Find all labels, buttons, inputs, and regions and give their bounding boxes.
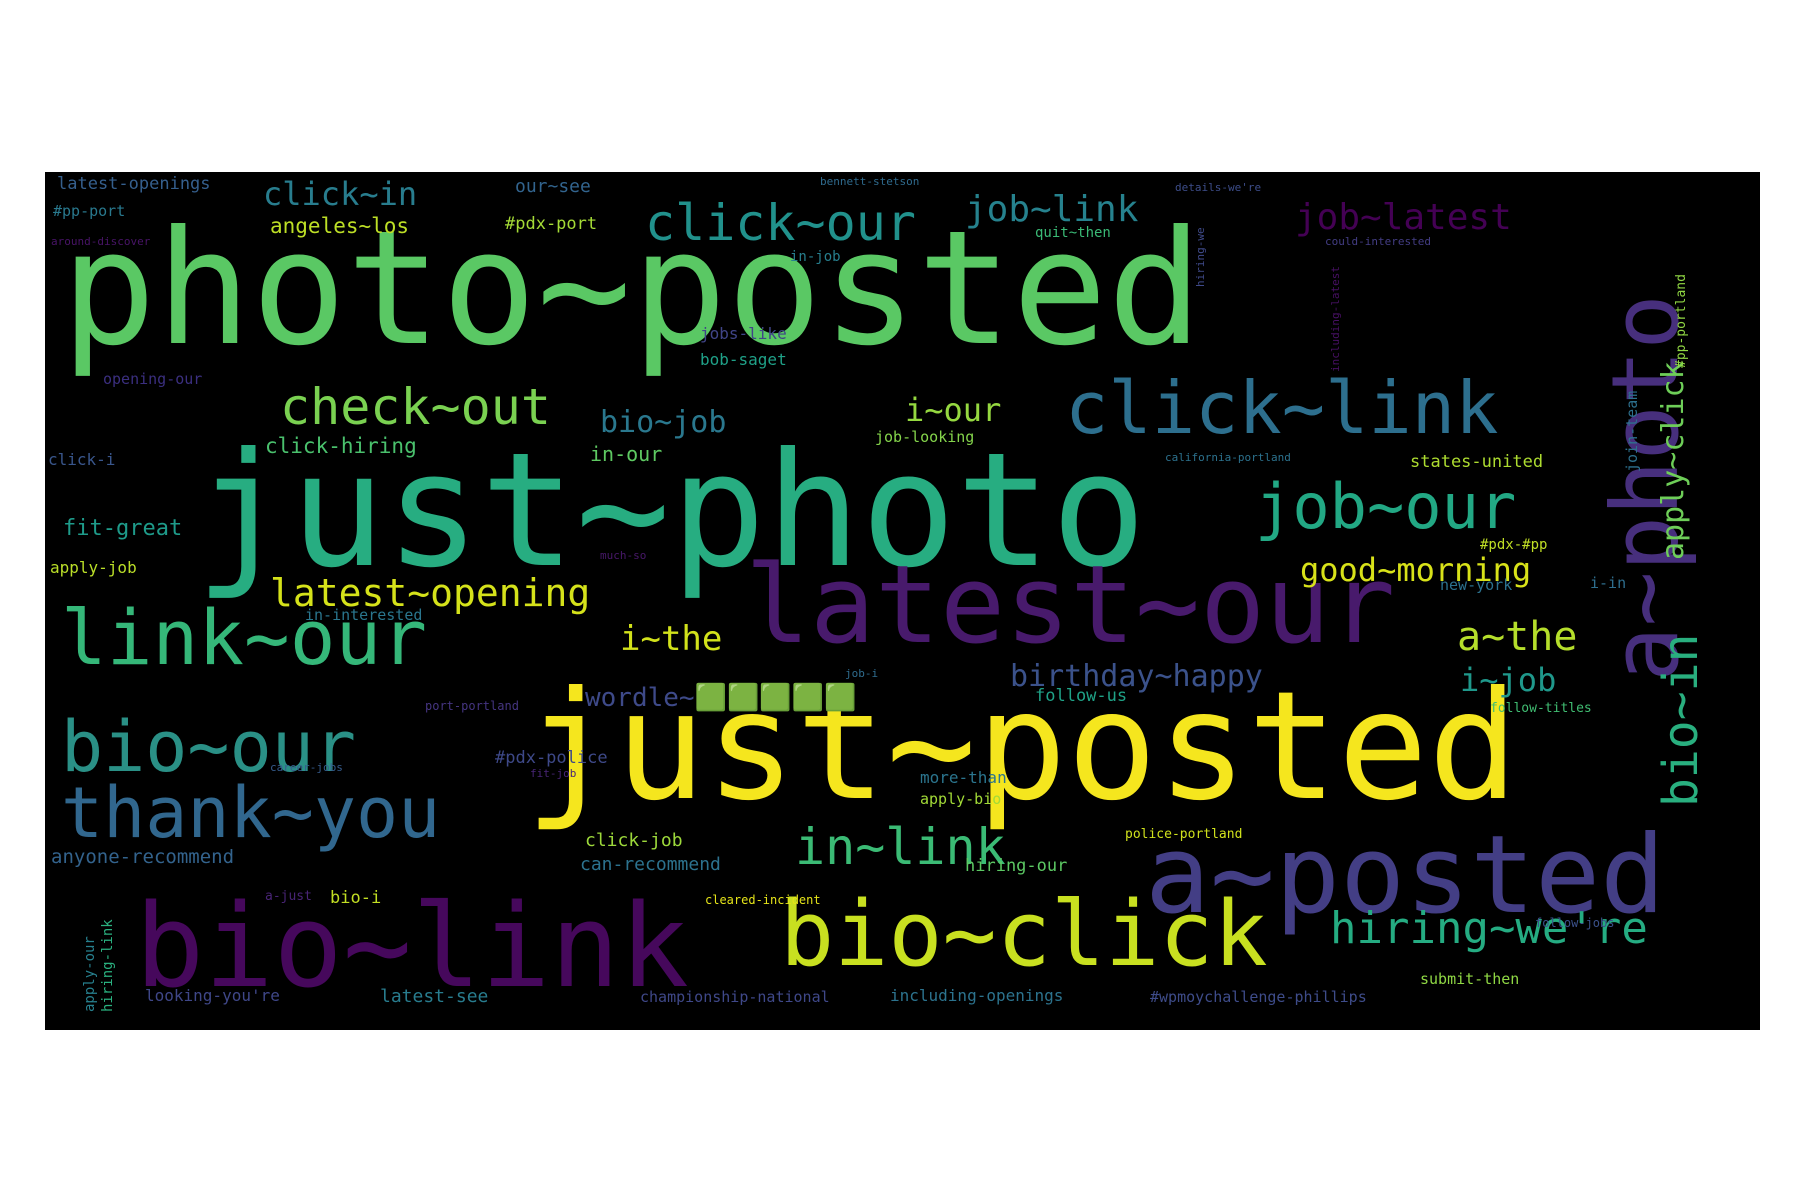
word: latest~opening: [270, 571, 591, 615]
word: job-looking: [875, 428, 975, 446]
word: #wpmoychallenge-phillips: [1150, 988, 1367, 1006]
word: jobs-like: [700, 324, 787, 343]
word: cleared-incident: [705, 893, 821, 907]
word: follow-titles: [1490, 701, 1592, 716]
word: hiring~we're: [1330, 903, 1648, 954]
word: follow-jobs: [1535, 916, 1615, 930]
word: in-our: [590, 442, 663, 466]
word: looking-you're: [145, 986, 280, 1005]
word: follow-us: [1035, 686, 1128, 706]
word: latest-see: [380, 986, 489, 1007]
word: hiring-our: [965, 856, 1068, 876]
word: career-jobs: [270, 761, 343, 774]
word: i~our: [905, 391, 1002, 429]
word: police-portland: [1125, 827, 1243, 842]
word: a~posted: [1145, 813, 1666, 938]
word: apply-job: [50, 558, 137, 577]
word: click-job: [585, 830, 683, 851]
word: #pp-port: [53, 202, 126, 220]
word: i-in: [1590, 574, 1627, 592]
word: job~latest: [1295, 197, 1512, 238]
word: bio~click: [780, 882, 1268, 987]
word: states-united: [1410, 452, 1544, 472]
word: in-job: [790, 249, 841, 265]
word: just~posted: [525, 660, 1519, 834]
word: job~link: [965, 189, 1139, 230]
word: including-openings: [890, 986, 1064, 1005]
word: fit-great: [63, 516, 183, 541]
word: bio~link: [135, 880, 689, 1014]
word: click~in: [263, 175, 418, 213]
word: opening-our: [103, 370, 203, 388]
word: fit-job: [530, 767, 577, 780]
word: california-portland: [1165, 451, 1291, 464]
word: port-portland: [425, 699, 519, 713]
word: click~our: [645, 194, 916, 252]
word: job-i: [845, 667, 879, 680]
word: #pp-portland: [1674, 274, 1689, 368]
word: good~morning: [1300, 551, 1532, 589]
word: apply~click: [1656, 361, 1691, 560]
word: #pdx-#pp: [1480, 537, 1548, 553]
word: bob-saget: [700, 350, 787, 369]
word: birthday~happy: [1010, 659, 1263, 694]
word: submit-then: [1420, 970, 1520, 988]
word: apply-bio: [920, 790, 1002, 808]
word: click-hiring: [265, 434, 417, 458]
word: latest~our: [745, 543, 1396, 668]
word: in-interested: [305, 606, 423, 624]
word: bio~in: [1653, 633, 1709, 807]
word: thank~you: [61, 772, 441, 854]
word: around-discover: [51, 235, 151, 248]
word: join-team: [1623, 390, 1641, 472]
word: championship-national: [640, 988, 830, 1006]
word: details-we're: [1175, 181, 1262, 194]
word: i~the: [620, 619, 723, 659]
word: click-i: [48, 450, 116, 469]
word: much-so: [600, 549, 647, 562]
word: photo~posted: [61, 197, 1203, 381]
word: bio~job: [600, 405, 727, 440]
word: including-latest: [1329, 266, 1342, 372]
word: i~job: [1460, 661, 1557, 699]
word: apply-our: [82, 936, 98, 1012]
word: job~our: [1255, 470, 1517, 543]
word: could-interested: [1325, 235, 1431, 248]
word: a~the: [1457, 614, 1578, 660]
word: quit~then: [1035, 225, 1111, 241]
word: just~photo: [195, 419, 1147, 603]
word: bio~our: [61, 706, 357, 788]
word: in~link: [795, 818, 1006, 876]
word: more-than: [920, 768, 1007, 787]
word: hiring-we: [1194, 227, 1207, 287]
word-cloud: photo~posted just~photo just~posted late…: [45, 172, 1760, 1030]
word: check~out: [280, 378, 551, 436]
word: click~link: [1065, 366, 1499, 450]
word: angeles~los: [270, 214, 410, 238]
word: #pdx-police: [495, 748, 608, 768]
word: wordle~🟩🟩🟩🟩🟩: [585, 683, 857, 713]
word: bio-i: [330, 888, 382, 908]
word: link~our: [61, 593, 428, 682]
word: bennett-stetson: [820, 175, 920, 188]
word: latest-openings: [57, 174, 211, 194]
word: hiring-link: [100, 919, 116, 1012]
word: anyone-recommend: [51, 846, 235, 868]
word: new-york: [1440, 576, 1513, 594]
word: a-just: [265, 889, 312, 904]
word: can-recommend: [580, 854, 721, 875]
word: our~see: [515, 176, 591, 197]
word: #pdx-port: [505, 214, 598, 234]
